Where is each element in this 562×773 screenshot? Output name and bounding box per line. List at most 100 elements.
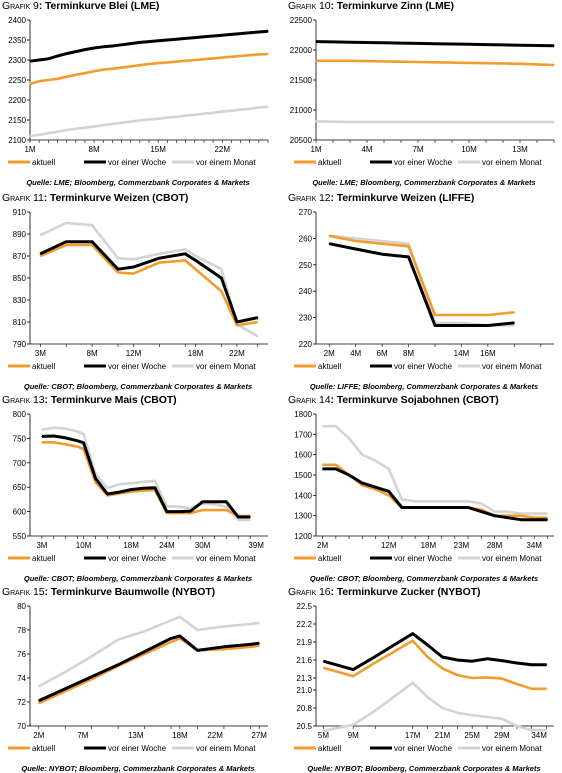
data-point-vor-einem-monat: [93, 125, 95, 127]
data-point-aktuell: [486, 676, 488, 678]
data-point-vor-einem-monat: [467, 500, 469, 503]
legend-item-vor-einer-woche: vor einer Woche: [370, 554, 453, 563]
data-point-aktuell: [545, 688, 548, 690]
source-note: Quelle: LME; Bloomberg, Commerzbank Corp…: [26, 178, 250, 187]
legend-label: vor einem Monat: [482, 744, 542, 753]
data-point-vor-einem-monat: [381, 240, 383, 242]
data-point-aktuell: [468, 62, 470, 64]
line-chart: 220 230 240 250 260 270 2M 4M 6M 8M 14M 16M aktuell v…: [294, 208, 554, 371]
data-point-aktuell: [56, 78, 59, 80]
source-note: Quelle: LIFFE; Bloomberg, Commerzbank Co…: [309, 382, 539, 391]
y-tick-label: 240: [299, 287, 313, 296]
legend-item-vor-einer-woche: vor einer Woche: [84, 744, 167, 753]
data-point-vor-einer-woche: [213, 501, 216, 503]
data-point-aktuell: [412, 640, 414, 642]
data-point-vor-einer-woche: [39, 253, 41, 255]
x-tick-label: 25M: [464, 731, 480, 740]
data-point-vor-einer-woche: [38, 59, 40, 61]
source-note: Quelle: CBOT; Bloomberg, Commerzbank Cor…: [309, 574, 539, 583]
data-point-aktuell: [53, 441, 55, 443]
data-point-vor-einem-monat: [383, 121, 385, 123]
legend-item-vor-einem-monat: vor einem Monat: [172, 554, 256, 563]
data-point-vor-einer-woche: [117, 664, 119, 666]
data-point-aktuell: [148, 63, 150, 65]
x-tick-label: 2M: [317, 541, 328, 550]
data-point-vor-einer-woche: [130, 43, 132, 45]
data-point-aktuell: [213, 509, 216, 511]
data-point-vor-einer-woche: [355, 248, 357, 250]
data-point-aktuell: [485, 62, 487, 64]
chart-title-text: Terminkurve Zinn (LME): [336, 0, 454, 12]
data-point-vor-einer-woche: [157, 40, 159, 42]
data-point-aktuell: [84, 72, 86, 74]
data-point-vor-einem-monat: [553, 121, 555, 123]
data-point-aktuell: [366, 60, 368, 62]
data-point-vor-einem-monat: [388, 468, 390, 470]
data-point-aktuell: [194, 268, 197, 270]
source-note: Quelle: LME; Bloomberg, Commerzbank Corp…: [312, 178, 536, 187]
data-point-aktuell: [407, 245, 410, 247]
y-tick-label: 790: [13, 340, 27, 349]
y-tick-label: 21.9: [296, 638, 312, 647]
data-point-vor-einem-monat: [175, 116, 178, 118]
x-tick-label: 3M: [35, 349, 46, 358]
data-point-vor-einem-monat: [158, 253, 160, 255]
data-point-vor-einer-woche: [388, 490, 390, 492]
data-point-aktuell: [93, 70, 95, 72]
data-point-aktuell: [553, 64, 555, 66]
data-point-vor-einer-woche: [553, 45, 555, 47]
legend-item-aktuell: aktuell: [294, 554, 341, 563]
y-tick-label: 76: [17, 650, 26, 659]
data-point-vor-einem-monat: [64, 671, 66, 673]
legend-label: vor einem Monat: [196, 158, 256, 167]
data-point-aktuell: [64, 690, 66, 692]
data-point-aktuell: [130, 490, 132, 493]
data-point-vor-einer-woche: [257, 317, 259, 319]
x-tick-label: 13M: [128, 731, 144, 740]
x-tick-label: 30M: [195, 541, 211, 550]
data-point-aktuell: [91, 678, 93, 680]
data-point-aktuell: [120, 67, 123, 69]
figure-label: Grafik 11: [2, 192, 44, 204]
data-point-vor-einer-woche: [225, 501, 227, 503]
chart-title-text: Terminkurve Blei (LME): [44, 0, 160, 12]
data-point-vor-einem-monat: [441, 707, 444, 709]
series-line-vor-einer-woche: [322, 467, 548, 522]
data-point-vor-einer-woche: [366, 41, 368, 44]
x-tick-label: 34M: [526, 541, 542, 550]
series-line-vor-einem-monat: [29, 105, 269, 138]
data-point-vor-einer-woche: [148, 41, 150, 43]
legend-item-vor-einem-monat: vor einem Monat: [458, 362, 542, 371]
data-point-aktuell: [322, 667, 325, 669]
data-point-aktuell: [77, 446, 79, 448]
data-point-vor-einem-monat: [545, 729, 548, 731]
data-point-aktuell: [258, 645, 260, 647]
legend-label: vor einer Woche: [394, 554, 453, 563]
data-point-vor-einem-monat: [502, 121, 504, 123]
legend-label: aktuell: [318, 362, 341, 371]
data-point-aktuell: [546, 517, 548, 519]
data-point-aktuell: [203, 58, 205, 60]
data-point-aktuell: [335, 464, 337, 466]
source-note: Quelle: CBOT; Bloomberg, Commerzbank Cor…: [23, 574, 253, 583]
data-point-aktuell: [451, 62, 453, 64]
data-point-vor-einem-monat: [239, 109, 242, 111]
data-point-aktuell: [130, 65, 132, 67]
data-point-aktuell: [41, 441, 43, 443]
data-point-aktuell: [516, 683, 518, 685]
data-point-vor-einem-monat: [414, 500, 416, 503]
data-point-vor-einer-woche: [335, 468, 337, 470]
data-point-aktuell: [38, 80, 40, 82]
data-point-vor-einem-monat: [258, 107, 260, 109]
data-point-vor-einer-woche: [249, 516, 251, 518]
legend-item-aktuell: aktuell: [294, 158, 341, 167]
y-tick-label: 230: [299, 314, 313, 323]
data-point-vor-einem-monat: [39, 234, 41, 236]
data-point-aktuell: [117, 271, 119, 274]
chart-panel-g15: Grafik 15: Terminkurve Baumwolle (NYBOT)…: [0, 586, 276, 773]
x-tick-label: 21M: [435, 731, 451, 740]
data-point-aktuell: [66, 76, 68, 78]
data-point-vor-einer-woche: [91, 241, 93, 243]
data-point-aktuell: [175, 61, 178, 63]
legend-label: vor einem Monat: [482, 362, 542, 371]
